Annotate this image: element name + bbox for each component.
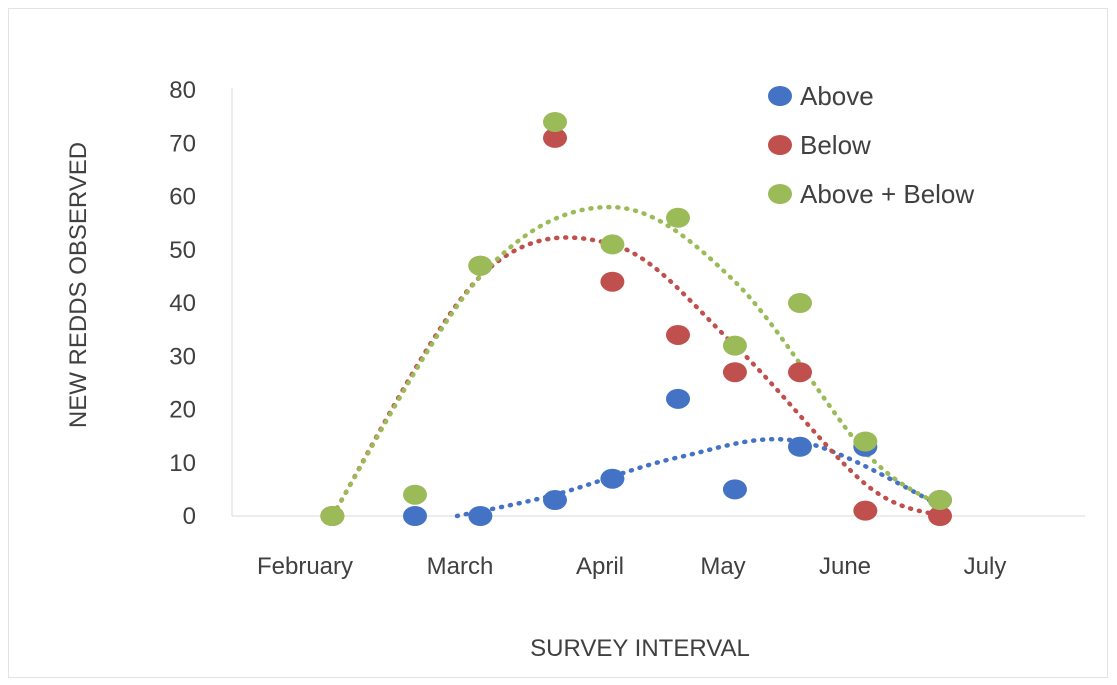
legend-label: Above [800, 81, 874, 111]
y-axis-title: NEW REDDS OBSERVED [65, 142, 92, 428]
x-tick-label: March [427, 553, 494, 580]
x-tick-label: February [257, 553, 353, 580]
point-above-below [543, 111, 567, 132]
point-above [543, 490, 567, 511]
x-axis-title: SURVEY INTERVAL [530, 635, 750, 662]
point-below [543, 127, 567, 148]
trendline-above-below [330, 204, 943, 519]
y-tick-label: 0 [183, 503, 196, 530]
y-tick-label: 20 [169, 397, 196, 424]
y-tick-label: 80 [169, 77, 196, 104]
y-tick-label: 30 [169, 343, 196, 370]
point-below [928, 506, 952, 526]
point-below [722, 362, 747, 383]
y-tick-label: 50 [169, 237, 196, 264]
point-below [600, 271, 625, 292]
legend-marker [768, 86, 792, 106]
trendline-below [330, 235, 943, 519]
y-tick-label: 10 [169, 450, 196, 477]
point-above [788, 436, 812, 457]
point-below [853, 500, 878, 521]
x-tick-label: June [819, 553, 871, 580]
point-below [666, 324, 690, 345]
point-above-below [788, 293, 812, 313]
point-above-below [403, 484, 427, 505]
point-above-below [666, 207, 690, 228]
point-above [468, 506, 493, 526]
y-tick-label: 40 [169, 290, 196, 317]
trendline-above [454, 436, 943, 519]
legend-marker [768, 135, 792, 155]
y-tick-label: 70 [169, 130, 196, 157]
point-above [722, 479, 747, 500]
y-tick-label: 60 [169, 184, 196, 211]
point-above [666, 388, 690, 409]
point-above [403, 506, 427, 526]
x-tick-label: July [964, 553, 1007, 580]
legend: Above Below Above + Below [768, 81, 974, 209]
legend-label: Above + Below [800, 179, 974, 209]
point-above-below [853, 431, 878, 452]
trendlines [330, 204, 943, 519]
x-tick-label: April [576, 553, 624, 580]
axes: 0 10 20 30 40 50 60 70 80 February March April May Ju… [169, 77, 1085, 580]
legend-label: Below [800, 130, 871, 160]
x-tick-label: May [700, 553, 745, 580]
point-above-below [320, 506, 345, 526]
point-below [788, 362, 812, 383]
point-above-below [722, 335, 747, 356]
data-points [320, 111, 952, 526]
point-above [600, 468, 625, 489]
point-above-below [468, 255, 493, 276]
legend-marker [768, 184, 792, 204]
point-above-below [600, 234, 625, 255]
point-above-below [928, 490, 952, 511]
